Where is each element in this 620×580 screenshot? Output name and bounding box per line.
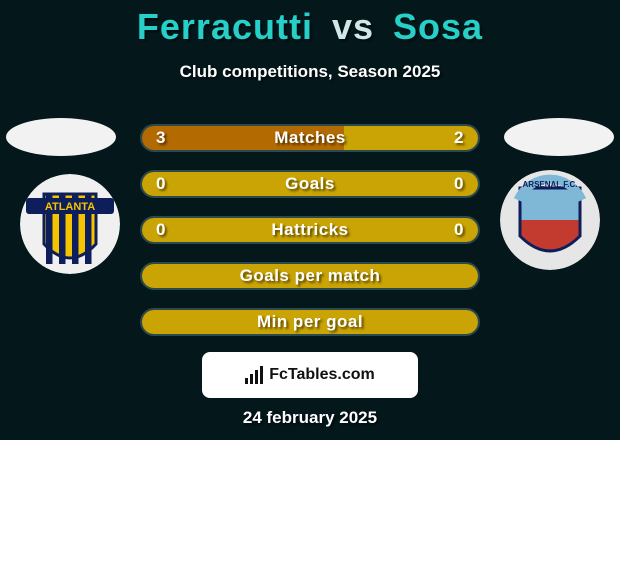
branding-text: FcTables.com — [269, 366, 375, 384]
stat-fill-full — [142, 264, 478, 288]
player-photo-right — [504, 118, 614, 156]
stat-row-min_per_goal: Min per goal — [140, 308, 480, 336]
player-photo-left — [6, 118, 116, 156]
crest-right-text: ARSENAL F.C. — [523, 180, 578, 189]
stat-value-right: 0 — [454, 218, 464, 242]
club-crest-right: ARSENAL F.C. — [500, 170, 600, 270]
stat-row-goals_per_match: Goals per match — [140, 262, 480, 290]
title-player-right: Sosa — [393, 6, 483, 47]
title-vs: vs — [332, 6, 374, 47]
stat-value-right: 2 — [454, 126, 464, 150]
stat-fill-full — [142, 310, 478, 334]
stat-value-left: 0 — [156, 172, 166, 196]
title-player-left: Ferracutti — [137, 6, 313, 47]
stat-fill-left — [142, 126, 344, 150]
stat-row-goals: 00Goals — [140, 170, 480, 198]
stat-fill-full — [142, 218, 478, 242]
stat-row-hattricks: 00Hattricks — [140, 216, 480, 244]
crest-left-text: ATLANTA — [45, 201, 95, 213]
stat-fill-full — [142, 172, 478, 196]
stat-value-left: 3 — [156, 126, 166, 150]
stat-bars: 32Matches00Goals00HattricksGoals per mat… — [140, 124, 480, 354]
page-title: Ferracutti vs Sosa — [0, 6, 620, 48]
infographic-canvas: Ferracutti vs Sosa Club competitions, Se… — [0, 0, 620, 440]
stat-value-right: 0 — [454, 172, 464, 196]
bar-chart-icon — [245, 366, 263, 384]
stat-value-left: 0 — [156, 218, 166, 242]
stat-row-matches: 32Matches — [140, 124, 480, 152]
club-crest-left: ATLANTA — [20, 174, 120, 274]
subtitle: Club competitions, Season 2025 — [0, 62, 620, 82]
date-label: 24 february 2025 — [0, 408, 620, 428]
branding-badge: FcTables.com — [202, 352, 418, 398]
lower-blank-region — [0, 440, 620, 580]
club-crest-left-svg: ATLANTA — [20, 174, 120, 274]
club-crest-right-svg: ARSENAL F.C. — [500, 170, 600, 270]
